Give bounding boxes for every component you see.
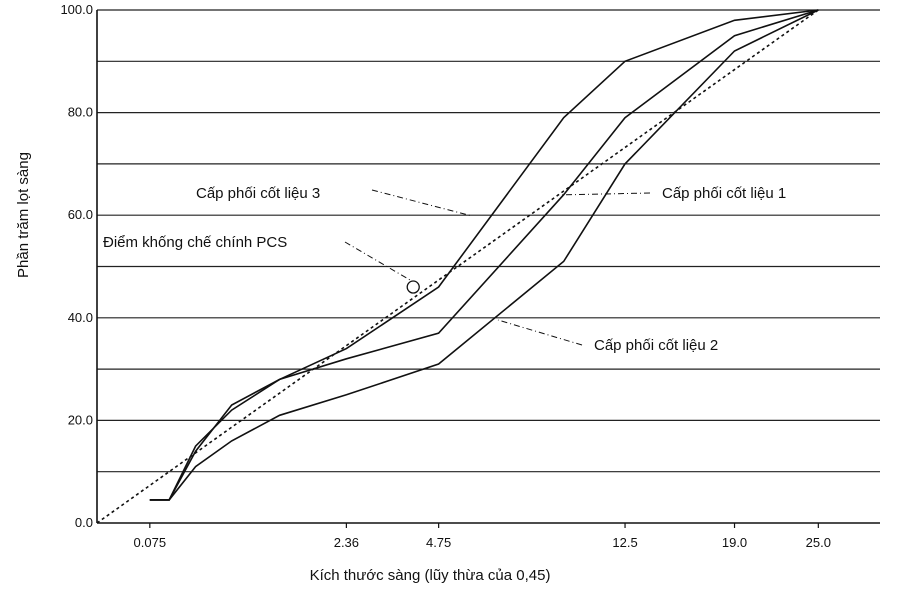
y-axis-label: Phần trăm lọt sàng xyxy=(15,152,32,278)
x-tick-label: 19.0 xyxy=(722,535,747,550)
annotation-label: Điểm khống chế chính PCS xyxy=(103,234,287,251)
y-tick-label: 60.0 xyxy=(68,207,93,222)
annotation-leader xyxy=(556,192,651,196)
series-line-1 xyxy=(149,9,819,501)
annotation-label: Cấp phối cốt liệu 1 xyxy=(662,185,786,202)
grid-lines xyxy=(97,9,880,473)
pcs-point-marker xyxy=(406,280,420,294)
y-tick-label: 80.0 xyxy=(68,105,93,120)
y-tick-label: 100.0 xyxy=(60,2,93,17)
annotations: Cấp phối cốt liệu 3 Cấp phối cốt liệu 1 Đi… xyxy=(103,185,786,354)
series-lines xyxy=(96,9,819,524)
annotation-leader xyxy=(497,319,583,346)
annotation-leader xyxy=(344,241,411,281)
annotation-label: Cấp phối cốt liệu 3 xyxy=(196,185,320,202)
x-tick-label: 25.0 xyxy=(806,535,831,550)
x-tick-label: 2.36 xyxy=(334,535,359,550)
annotation-leader xyxy=(371,189,473,217)
x-tick-label: 12.5 xyxy=(612,535,637,550)
x-tick-label: 4.75 xyxy=(426,535,451,550)
axes: 0.0 20.0 40.0 60.0 80.0 100.0 0.075 2.36 4.75 12.… xyxy=(60,2,880,550)
y-tick-label: 0.0 xyxy=(75,515,93,530)
x-tick-label: 0.075 xyxy=(134,535,167,550)
series-line-2 xyxy=(149,9,819,501)
y-tick-label: 20.0 xyxy=(68,412,93,427)
series-line-3 xyxy=(149,9,819,501)
x-axis-label: Kích thước sàng (lũy thừa của 0,45) xyxy=(310,567,551,584)
annotation-label: Cấp phối cốt liệu 2 xyxy=(594,337,718,354)
y-tick-label: 40.0 xyxy=(68,310,93,325)
